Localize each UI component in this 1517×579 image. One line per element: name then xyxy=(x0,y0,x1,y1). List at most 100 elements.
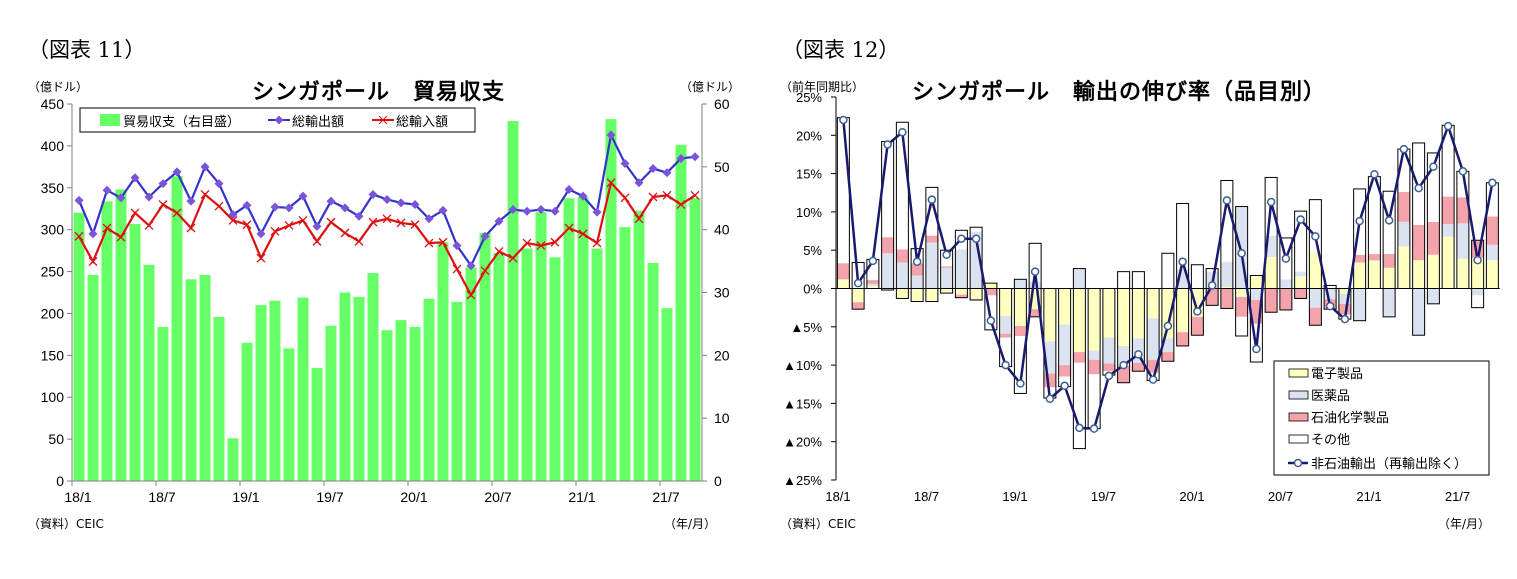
imports-point xyxy=(158,200,168,209)
trade-balance-bar xyxy=(115,189,127,481)
non-oil-exports-point xyxy=(1370,170,1379,179)
electronics-bar-segment xyxy=(1309,252,1322,289)
imports-point xyxy=(214,201,224,211)
electronics-bar-segment xyxy=(1456,258,1469,289)
exports-point xyxy=(312,221,322,231)
left-y-tick-label: 400 xyxy=(41,138,65,154)
petrochem-bar-segment xyxy=(1161,352,1174,362)
electronics-bar-segment xyxy=(1161,288,1174,339)
legend-label: 非石油輸出（再輸出除く） xyxy=(1311,456,1467,471)
chart-title-trade-balance: シンガポール 貿易収支 xyxy=(252,80,506,105)
trade-balance-bar xyxy=(465,267,477,481)
trade-balance-bar xyxy=(311,367,323,481)
y-tick-label: ▲25% xyxy=(783,473,822,488)
legend-swatch-balance xyxy=(100,114,120,126)
other-bar-segment xyxy=(1088,374,1101,429)
imports-point xyxy=(102,223,112,233)
trade-balance-bar xyxy=(633,210,645,482)
trade-balance-bar xyxy=(353,296,365,481)
x-tick-label: 20/1 xyxy=(400,489,427,505)
y-tick-label: ▲5% xyxy=(790,320,822,335)
imports-point xyxy=(648,192,658,202)
other-bar-segment xyxy=(1486,182,1499,217)
imports-point xyxy=(452,264,462,274)
exports-point xyxy=(452,241,462,251)
trade-balance-bar xyxy=(73,212,85,481)
electronics-bar-segment xyxy=(1442,236,1455,289)
pharma-bar-segment xyxy=(1029,281,1042,289)
non-oil-exports-point xyxy=(1281,254,1291,263)
imports-point xyxy=(396,218,406,228)
legend-marker-exports xyxy=(274,115,284,125)
imports-point xyxy=(606,178,616,188)
imports-point xyxy=(172,208,182,218)
left-y-tick-label: 50 xyxy=(48,431,64,447)
imports-point xyxy=(256,253,266,263)
pharma-bar-segment xyxy=(881,253,894,289)
left-y-tick-label: 150 xyxy=(41,347,65,363)
exports-point xyxy=(522,206,532,216)
exports-point xyxy=(620,158,630,168)
x-tick-label: 21/7 xyxy=(652,489,679,505)
electronics-bar-segment xyxy=(896,288,909,299)
x-axis-unit: （年/月） xyxy=(664,517,717,531)
pharma-bar-segment xyxy=(999,316,1012,334)
imports-point xyxy=(564,223,574,233)
imports-point xyxy=(186,223,196,233)
y-tick-label: ▲20% xyxy=(783,435,822,450)
imports-point xyxy=(130,208,140,218)
non-oil-exports-point xyxy=(942,250,951,260)
non-oil-exports-point xyxy=(912,257,922,266)
exports-point xyxy=(200,162,210,172)
imports-point xyxy=(522,238,532,248)
right-y-tick-label: 20 xyxy=(714,347,730,363)
petrochem-bar-segment xyxy=(1486,216,1499,245)
electronics-bar-segment xyxy=(1383,267,1396,289)
non-oil-exports-point xyxy=(1325,301,1335,311)
pharma-bar-segment xyxy=(896,262,909,289)
non-oil-exports-point xyxy=(1414,183,1423,193)
petrochem-bar-segment xyxy=(1117,365,1130,383)
electronics-bar-segment xyxy=(970,288,983,300)
exports-point xyxy=(256,229,266,239)
imports-point xyxy=(116,232,126,242)
other-bar-segment xyxy=(1191,264,1204,289)
pharma-bar-segment xyxy=(1147,318,1160,360)
imports-point xyxy=(578,229,588,239)
pharma-bar-segment xyxy=(1058,324,1071,366)
imports-point xyxy=(270,226,280,236)
exports-point xyxy=(74,195,84,205)
non-oil-exports-point xyxy=(1473,255,1482,265)
exports-point xyxy=(172,167,182,177)
imports-point xyxy=(634,214,644,224)
legend-box xyxy=(1273,360,1490,476)
electronics-bar-segment xyxy=(1088,288,1101,351)
exports-point xyxy=(508,205,518,215)
other-bar-segment xyxy=(1235,316,1248,336)
trade-balance-bar xyxy=(507,120,519,481)
y-tick-label: 0% xyxy=(803,282,822,297)
pharma-bar-segment xyxy=(1250,288,1263,300)
pharma-bar-segment xyxy=(1353,288,1366,321)
x-tick-label: 20/7 xyxy=(1268,489,1293,504)
non-oil-exports-point xyxy=(1296,215,1305,224)
non-oil-exports-point xyxy=(1148,375,1158,384)
trade-balance-bar xyxy=(157,327,169,481)
y-axis-unit: （前年同期比） xyxy=(780,80,865,94)
trade-balance-bar xyxy=(479,232,491,481)
non-oil-exports-point xyxy=(1399,144,1409,154)
non-oil-exports-point xyxy=(927,195,937,204)
trade-balance-bar xyxy=(381,330,393,481)
source-note: （資料）CEIC xyxy=(28,517,104,531)
electronics-bar-segment xyxy=(1220,286,1233,289)
exports-point xyxy=(354,211,364,221)
exports-point xyxy=(368,189,378,199)
petrochem-bar-segment xyxy=(1368,254,1381,261)
non-oil-exports-point xyxy=(1237,249,1246,258)
pharma-bar-segment xyxy=(1427,288,1440,304)
pharma-bar-segment xyxy=(1383,288,1396,317)
trade-balance-bar xyxy=(129,224,141,482)
legend-label-exports: 総輸出額 xyxy=(292,114,344,129)
electronics-bar-segment xyxy=(837,279,850,289)
left-y-tick-label: 350 xyxy=(41,180,65,196)
